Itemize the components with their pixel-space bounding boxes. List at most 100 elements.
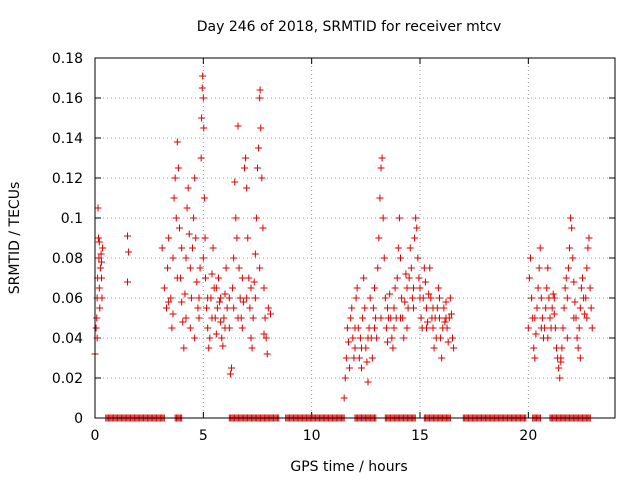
data-point bbox=[532, 330, 540, 338]
data-point bbox=[349, 334, 357, 342]
data-point bbox=[234, 122, 242, 130]
data-point bbox=[563, 334, 571, 342]
data-point bbox=[371, 284, 378, 292]
data-point bbox=[201, 234, 209, 242]
data-point bbox=[243, 294, 251, 302]
data-point bbox=[376, 194, 384, 202]
data-point bbox=[247, 284, 255, 292]
data-point bbox=[563, 294, 571, 302]
data-point bbox=[446, 294, 454, 302]
data-point bbox=[384, 304, 391, 312]
data-point bbox=[255, 144, 263, 152]
data-point bbox=[264, 304, 272, 312]
data-point bbox=[366, 294, 374, 302]
data-point bbox=[228, 364, 235, 372]
data-point bbox=[564, 264, 572, 272]
data-point bbox=[380, 254, 388, 262]
data-point bbox=[200, 194, 208, 202]
data-point bbox=[410, 304, 417, 312]
data-point bbox=[533, 304, 541, 312]
y-tick-label: 0 bbox=[74, 411, 83, 427]
data-point bbox=[347, 314, 355, 322]
data-point bbox=[257, 124, 265, 132]
data-point bbox=[423, 324, 430, 332]
data-point bbox=[555, 364, 563, 372]
data-point bbox=[165, 298, 173, 306]
data-point bbox=[219, 342, 227, 350]
data-point bbox=[342, 354, 350, 362]
data-point bbox=[586, 284, 594, 292]
data-point bbox=[427, 294, 435, 302]
data-point bbox=[386, 290, 394, 298]
data-point bbox=[407, 264, 415, 272]
data-point bbox=[165, 234, 173, 242]
data-point bbox=[229, 284, 237, 292]
data-point bbox=[223, 304, 231, 312]
data-point bbox=[550, 294, 558, 302]
data-point bbox=[356, 334, 364, 342]
data-point bbox=[216, 298, 224, 306]
data-point bbox=[181, 290, 189, 298]
data-point bbox=[398, 294, 406, 302]
y-tick-label: 0.18 bbox=[52, 51, 83, 67]
data-point bbox=[429, 324, 437, 332]
data-point bbox=[360, 274, 368, 282]
data-point bbox=[213, 304, 221, 312]
data-point bbox=[390, 304, 398, 312]
data-point bbox=[559, 324, 567, 332]
data-point bbox=[531, 354, 539, 362]
data-point bbox=[217, 294, 225, 302]
plot-frame bbox=[94, 57, 616, 419]
data-point bbox=[178, 298, 186, 306]
data-point bbox=[544, 334, 552, 342]
data-point bbox=[543, 284, 551, 292]
x-tick-label: 0 bbox=[91, 428, 100, 444]
data-point bbox=[204, 294, 212, 302]
data-point bbox=[449, 334, 456, 342]
data-point bbox=[176, 224, 183, 232]
data-point bbox=[231, 178, 239, 186]
data-point bbox=[208, 270, 216, 278]
data-point bbox=[168, 324, 176, 332]
data-point bbox=[341, 374, 349, 382]
data-point bbox=[204, 324, 212, 332]
data-point bbox=[158, 244, 166, 252]
data-point bbox=[194, 304, 202, 312]
data-point bbox=[401, 298, 409, 306]
data-point bbox=[421, 278, 429, 286]
data-point bbox=[447, 310, 455, 318]
data-point bbox=[259, 224, 267, 232]
data-point bbox=[546, 314, 554, 322]
data-point bbox=[258, 174, 266, 182]
data-point bbox=[400, 334, 408, 342]
data-point bbox=[191, 334, 199, 342]
data-point bbox=[196, 264, 204, 272]
x-tick-labels: 0 5 10 15 20 bbox=[91, 428, 538, 444]
y-tick-labels: 0 0.02 0.04 0.06 0.08 0.1 0.12 0.14 0.16 0.18 bbox=[52, 51, 83, 427]
data-point bbox=[193, 278, 201, 286]
data-point bbox=[245, 274, 253, 282]
data-point bbox=[369, 304, 377, 312]
data-point bbox=[263, 350, 271, 358]
data-point bbox=[556, 374, 564, 382]
data-point bbox=[261, 314, 269, 322]
data-point bbox=[230, 304, 238, 312]
x-axis-label: GPS time / hours bbox=[290, 459, 407, 475]
data-point bbox=[169, 254, 177, 262]
data-point bbox=[198, 84, 206, 92]
data-point bbox=[583, 314, 591, 322]
data-point bbox=[94, 234, 102, 242]
data-point bbox=[423, 304, 430, 312]
data-point bbox=[93, 314, 101, 322]
data-point bbox=[558, 344, 566, 352]
data-point bbox=[548, 304, 556, 312]
data-point bbox=[403, 284, 411, 292]
data-point bbox=[348, 304, 356, 312]
data-point bbox=[203, 304, 211, 312]
data-point bbox=[173, 138, 181, 146]
data-point bbox=[411, 234, 419, 242]
data-point bbox=[124, 278, 131, 286]
data-point bbox=[549, 290, 557, 298]
data-point bbox=[95, 284, 103, 292]
data-point bbox=[579, 274, 586, 282]
